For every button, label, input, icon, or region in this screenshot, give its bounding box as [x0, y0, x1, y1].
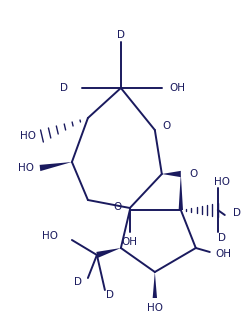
Text: O: O	[163, 121, 171, 131]
Text: D: D	[106, 290, 114, 300]
Polygon shape	[153, 272, 157, 298]
Polygon shape	[179, 174, 183, 210]
Text: D: D	[117, 30, 125, 40]
Text: OH: OH	[170, 83, 186, 93]
Text: HO: HO	[20, 131, 36, 141]
Polygon shape	[40, 162, 72, 171]
Text: O: O	[114, 202, 122, 212]
Text: OH: OH	[122, 237, 138, 247]
Polygon shape	[96, 248, 121, 258]
Text: O: O	[190, 169, 198, 179]
Text: HO: HO	[214, 177, 230, 187]
Text: D: D	[218, 233, 226, 243]
Polygon shape	[162, 171, 181, 177]
Text: HO: HO	[18, 163, 34, 173]
Text: HO: HO	[147, 303, 163, 313]
Text: D: D	[233, 208, 241, 218]
Text: D: D	[60, 83, 68, 93]
Text: HO: HO	[42, 231, 58, 241]
Text: D: D	[74, 277, 82, 287]
Text: OH: OH	[216, 249, 232, 259]
